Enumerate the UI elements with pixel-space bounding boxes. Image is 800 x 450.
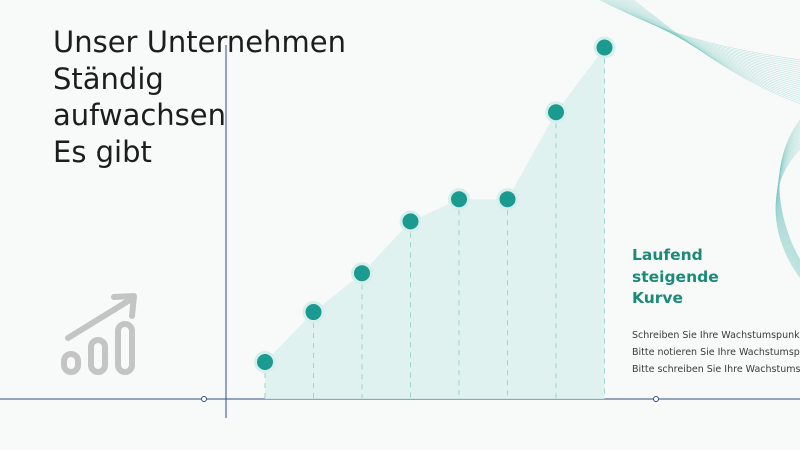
wave-line — [627, 0, 800, 96]
side-heading-line-3: Kurve — [632, 289, 684, 307]
wave-line — [620, 0, 800, 88]
wave-line — [625, 0, 800, 94]
data-point — [399, 210, 422, 233]
wave-line — [778, 126, 800, 265]
growth-arrow-head — [111, 293, 137, 319]
side-body-line-2: Bitte notieren Sie Ihre Wachstumsp — [632, 347, 800, 358]
wave-line — [612, 0, 800, 77]
wave-line — [628, 0, 800, 98]
wave-line — [603, 0, 800, 65]
wave-line — [611, 0, 800, 75]
wave-top-right-decoration — [599, 0, 800, 104]
x-axis-left-node — [201, 396, 207, 402]
data-point — [254, 351, 276, 373]
wave-line — [777, 132, 800, 268]
wave-line — [609, 0, 800, 73]
growth-chart-icon — [61, 293, 137, 375]
data-point — [496, 188, 519, 211]
side-heading: Laufend steigende Kurve — [632, 245, 792, 310]
side-heading-line-1: Laufend — [632, 246, 703, 264]
slide-title: Unser Unternehmen Ständig aufwachsen Es … — [53, 24, 353, 170]
wave-line — [778, 128, 800, 266]
title-line-3: aufwachsen — [53, 98, 226, 132]
wave-line — [777, 136, 800, 271]
wave-line — [633, 0, 800, 104]
side-heading-line-2: steigende — [632, 267, 719, 286]
wave-line — [776, 142, 800, 274]
wave-line — [619, 0, 800, 86]
title-line-2: Ständig — [53, 61, 164, 96]
wave-line — [779, 119, 800, 261]
area-fill — [265, 47, 605, 399]
wave-line — [777, 135, 800, 270]
wave-line — [630, 0, 800, 100]
data-point — [593, 36, 616, 59]
growth-arrow-shaft — [65, 295, 136, 341]
wave-line — [601, 0, 800, 63]
wave-line — [778, 121, 800, 261]
wave-line — [617, 0, 800, 84]
data-point — [448, 188, 470, 211]
growth-bar-1 — [61, 351, 81, 375]
side-body-line-3: Bitte schreiben Sie Ihre Wachstums — [632, 364, 800, 375]
title-line-4: Es gibt — [53, 134, 152, 169]
wave-line — [623, 0, 800, 92]
side-body-text: Schreiben Sie Ihre Wachstumspunk Bitte n… — [632, 327, 800, 378]
wave-line — [778, 122, 800, 262]
wave-line — [599, 0, 800, 61]
wave-line — [604, 0, 800, 67]
wave-line — [606, 0, 800, 69]
wave-line — [777, 131, 800, 267]
wave-line — [778, 125, 800, 264]
wave-right-decoration — [775, 119, 800, 278]
wave-line — [777, 133, 800, 269]
data-point — [302, 301, 325, 324]
data-point — [351, 262, 373, 285]
wave-line — [778, 124, 800, 263]
x-axis-right-node — [653, 396, 659, 402]
wave-line — [776, 138, 800, 272]
side-body-line-1: Schreiben Sie Ihre Wachstumspunk — [632, 330, 800, 341]
wave-line — [776, 139, 800, 272]
growth-bar-2 — [88, 337, 108, 375]
chart-marks — [254, 36, 616, 399]
data-point — [545, 101, 567, 124]
title-line-1: Unser Unternehmen — [53, 25, 347, 59]
wave-line — [777, 129, 800, 267]
wave-line — [622, 0, 800, 90]
wave-line — [615, 0, 800, 82]
wave-line — [607, 0, 800, 71]
growth-bar-3 — [115, 321, 135, 375]
wave-line — [614, 0, 800, 79]
wave-line — [776, 140, 800, 273]
